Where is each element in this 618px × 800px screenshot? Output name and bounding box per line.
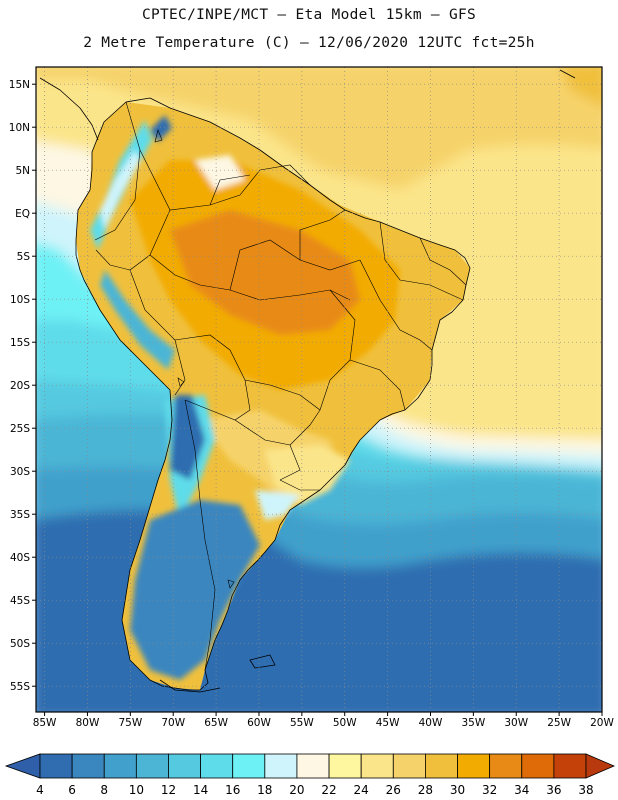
lat-tick-label: EQ [15, 208, 30, 220]
colorbar-swatch [360, 753, 394, 779]
lon-tick-label: 85W [33, 717, 57, 729]
colorbar-label: 12 [161, 783, 176, 797]
lat-tick-label: 20S [10, 380, 30, 392]
lat-tick-label: 55S [10, 681, 30, 693]
colorbar-label: 24 [354, 783, 369, 797]
colorbar-label: 8 [100, 783, 108, 797]
colorbar-swatch [457, 753, 491, 779]
lakes [154, 129, 235, 589]
colorbar-label: 38 [578, 783, 593, 797]
colorbar-swatch [135, 753, 169, 779]
colorbar-label: 18 [257, 783, 272, 797]
lon-tick-label: 55W [290, 717, 314, 729]
lon-tick-label: 20W [590, 717, 614, 729]
lon-tick-label: 70W [161, 717, 185, 729]
lat-tick-label: 15N [9, 79, 30, 91]
lat-tick-label: 50S [10, 638, 30, 650]
lon-tick-label: 25W [547, 717, 571, 729]
lat-tick-label: 5S [17, 251, 31, 263]
lon-tick-label: 35W [461, 717, 485, 729]
colorbar-swatch [425, 753, 458, 779]
colorbar-label: 4 [36, 783, 44, 797]
colorbar-swatch [39, 753, 73, 779]
colorbar-label: 6 [68, 783, 76, 797]
lat-tick-label: 10N [9, 122, 30, 134]
colorbar-swatch [103, 753, 137, 779]
lon-tick-label: 75W [118, 717, 142, 729]
lon-tick-label: 30W [504, 717, 528, 729]
lon-tick-label: 60W [247, 717, 271, 729]
map-frame [35, 66, 603, 713]
colorbar-label: 32 [482, 783, 497, 797]
colorbar-label: 30 [450, 783, 465, 797]
colorbar-label: 28 [418, 783, 433, 797]
latitude-axis: 15N 10N 5N EQ 5S 10S 15S 20S 25S 30S 35S 40S 45S 50S 5… [9, 79, 36, 693]
colorbar-label: 20 [289, 783, 304, 797]
lat-tick-label: 30S [10, 466, 30, 478]
colorbar-swatch [521, 753, 555, 779]
continent-field [76, 102, 470, 690]
lat-tick-label: 10S [10, 294, 30, 306]
colorbar-label: 34 [514, 783, 529, 797]
lon-tick-label: 65W [204, 717, 228, 729]
colorbar-swatch [264, 753, 298, 779]
colorbar-label: 36 [546, 783, 561, 797]
colorbar-label: 26 [386, 783, 401, 797]
colorbar-label: 10 [129, 783, 144, 797]
colorbar-label: 14 [193, 783, 208, 797]
colorbar-swatch [168, 753, 201, 779]
map-panel [36, 67, 602, 712]
lat-tick-label: 45S [10, 595, 30, 607]
colorbar-label: 22 [321, 783, 336, 797]
lon-tick-label: 50W [333, 717, 357, 729]
colorbar-swatch [489, 753, 523, 779]
lat-tick-label: 5N [15, 165, 30, 177]
title-line-2: 2 Metre Temperature (C) – 12/06/2020 12U… [83, 35, 535, 51]
colorbar-under-arrow [4, 753, 41, 779]
colorbar-swatch [71, 753, 105, 779]
colorbar-swatch [200, 753, 234, 779]
country-borders [94, 101, 467, 671]
colorbar-swatch [328, 753, 362, 779]
longitude-axis: 85W 80W 75W 70W 65W 60W 55W 50W 45W 40W 35W 30W 25W 2… [33, 712, 614, 729]
lon-tick-label: 40W [419, 717, 443, 729]
colorbar: 4 6 8 10 12 14 16 18 20 22 24 26 28 30 32 34 36 38 [4, 753, 616, 797]
colorbar-over-arrow [585, 753, 616, 779]
lat-tick-label: 15S [10, 337, 30, 349]
lat-tick-label: 25S [10, 423, 30, 435]
lon-tick-label: 80W [76, 717, 100, 729]
title-line-1: CPTEC/INPE/MCT – Eta Model 15km – GFS [141, 7, 477, 23]
colorbar-label: 16 [225, 783, 240, 797]
colorbar-swatch [553, 753, 587, 779]
colorbar-swatch [392, 753, 426, 779]
lat-tick-label: 40S [10, 552, 30, 564]
lon-tick-label: 45W [376, 717, 400, 729]
lat-tick-label: 35S [10, 509, 30, 521]
colorbar-swatch [232, 753, 266, 779]
colorbar-swatch [296, 753, 330, 779]
